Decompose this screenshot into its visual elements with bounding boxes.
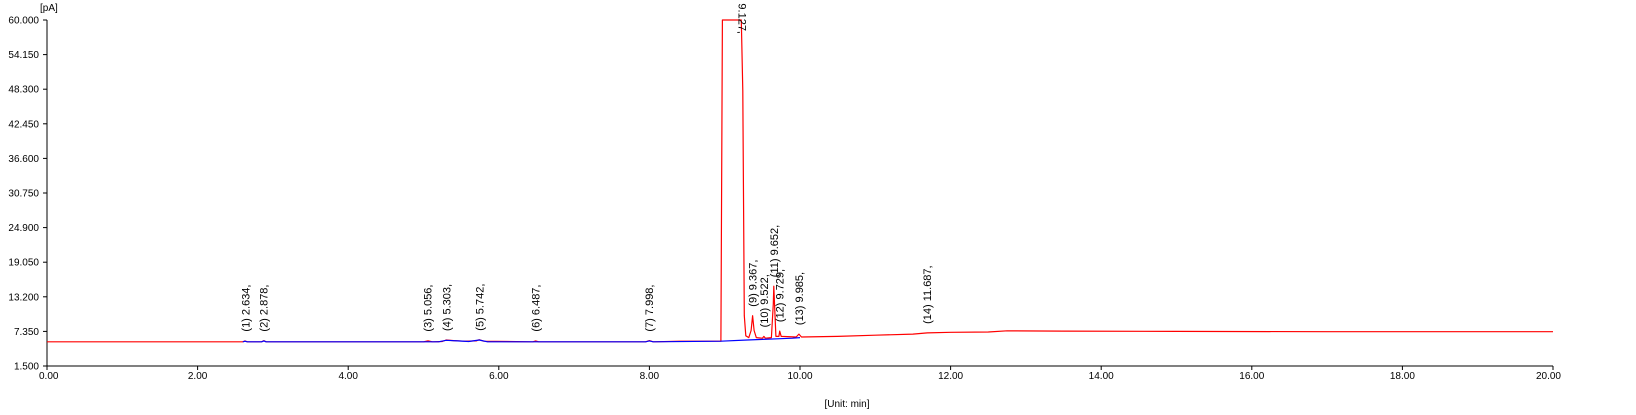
peak-label: (5) 5.742, xyxy=(474,284,486,331)
y-tick-label: 30.750 xyxy=(8,189,39,200)
series-layer xyxy=(47,19,1553,343)
y-tick-label: 24.900 xyxy=(8,223,39,234)
peak-label: (10) 9.522, xyxy=(759,274,771,327)
x-tick-label: 2.00 xyxy=(188,371,208,382)
y-ticks: 1.500 7.350 13.200 19.050 24.900 30.750 36.600… xyxy=(8,16,47,373)
peak-label: (3) 5.056, xyxy=(423,285,435,332)
series-line-2 xyxy=(242,337,801,343)
peak-label: (14) 11.687, xyxy=(922,265,934,324)
x-tick-label: 0.00 xyxy=(39,371,59,382)
x-tick-label: 10.00 xyxy=(787,371,812,382)
x-tick-label: 18.00 xyxy=(1390,371,1415,382)
y-tick-label: 48.300 xyxy=(8,85,39,96)
peak-labels: (1) 2.634, (2) 2.878, (3) 5.056, (4) 5.303,… xyxy=(240,0,934,332)
peak-label: (8) 9.127, xyxy=(735,0,747,34)
peak-label: (7) 7.998, xyxy=(644,285,656,332)
peak-label: (2) 2.878, xyxy=(259,285,271,332)
x-ticks: 0.00 2.00 4.00 6.00 8.00 10.00 12.00 14.00 16.00… xyxy=(39,366,1561,382)
y-tick-label: 60.000 xyxy=(8,16,39,27)
x-axis-label: [Unit: min] xyxy=(824,399,869,410)
x-tick-label: 8.00 xyxy=(640,371,660,382)
peak-label: (12) 9.729, xyxy=(775,269,787,322)
peak-label: (11) 9.652, xyxy=(769,225,781,277)
peak-label: (4) 5.303, xyxy=(441,284,453,331)
y-tick-label: 54.150 xyxy=(8,50,39,61)
y-tick-label: 7.350 xyxy=(14,327,39,338)
x-tick-label: 14.00 xyxy=(1089,371,1114,382)
x-tick-label: 6.00 xyxy=(489,371,509,382)
y-axis-label: [pA] xyxy=(40,3,58,14)
y-tick-label: 36.600 xyxy=(8,154,39,165)
peak-label: (1) 2.634, xyxy=(240,285,252,332)
peak-label: (9) 9.367, xyxy=(747,260,759,307)
x-tick-label: 16.00 xyxy=(1239,371,1264,382)
y-tick-label: 19.050 xyxy=(8,258,39,269)
y-tick-label: 1.500 xyxy=(14,362,39,373)
y-tick-label: 13.200 xyxy=(8,292,39,303)
x-tick-label: 12.00 xyxy=(938,371,963,382)
y-tick-label: 42.450 xyxy=(8,119,39,130)
peak-label: (6) 6.487, xyxy=(531,285,543,332)
x-tick-label: 20.00 xyxy=(1536,371,1561,382)
x-tick-label: 4.00 xyxy=(338,371,358,382)
peak-label: (13) 9.985, xyxy=(794,272,806,325)
